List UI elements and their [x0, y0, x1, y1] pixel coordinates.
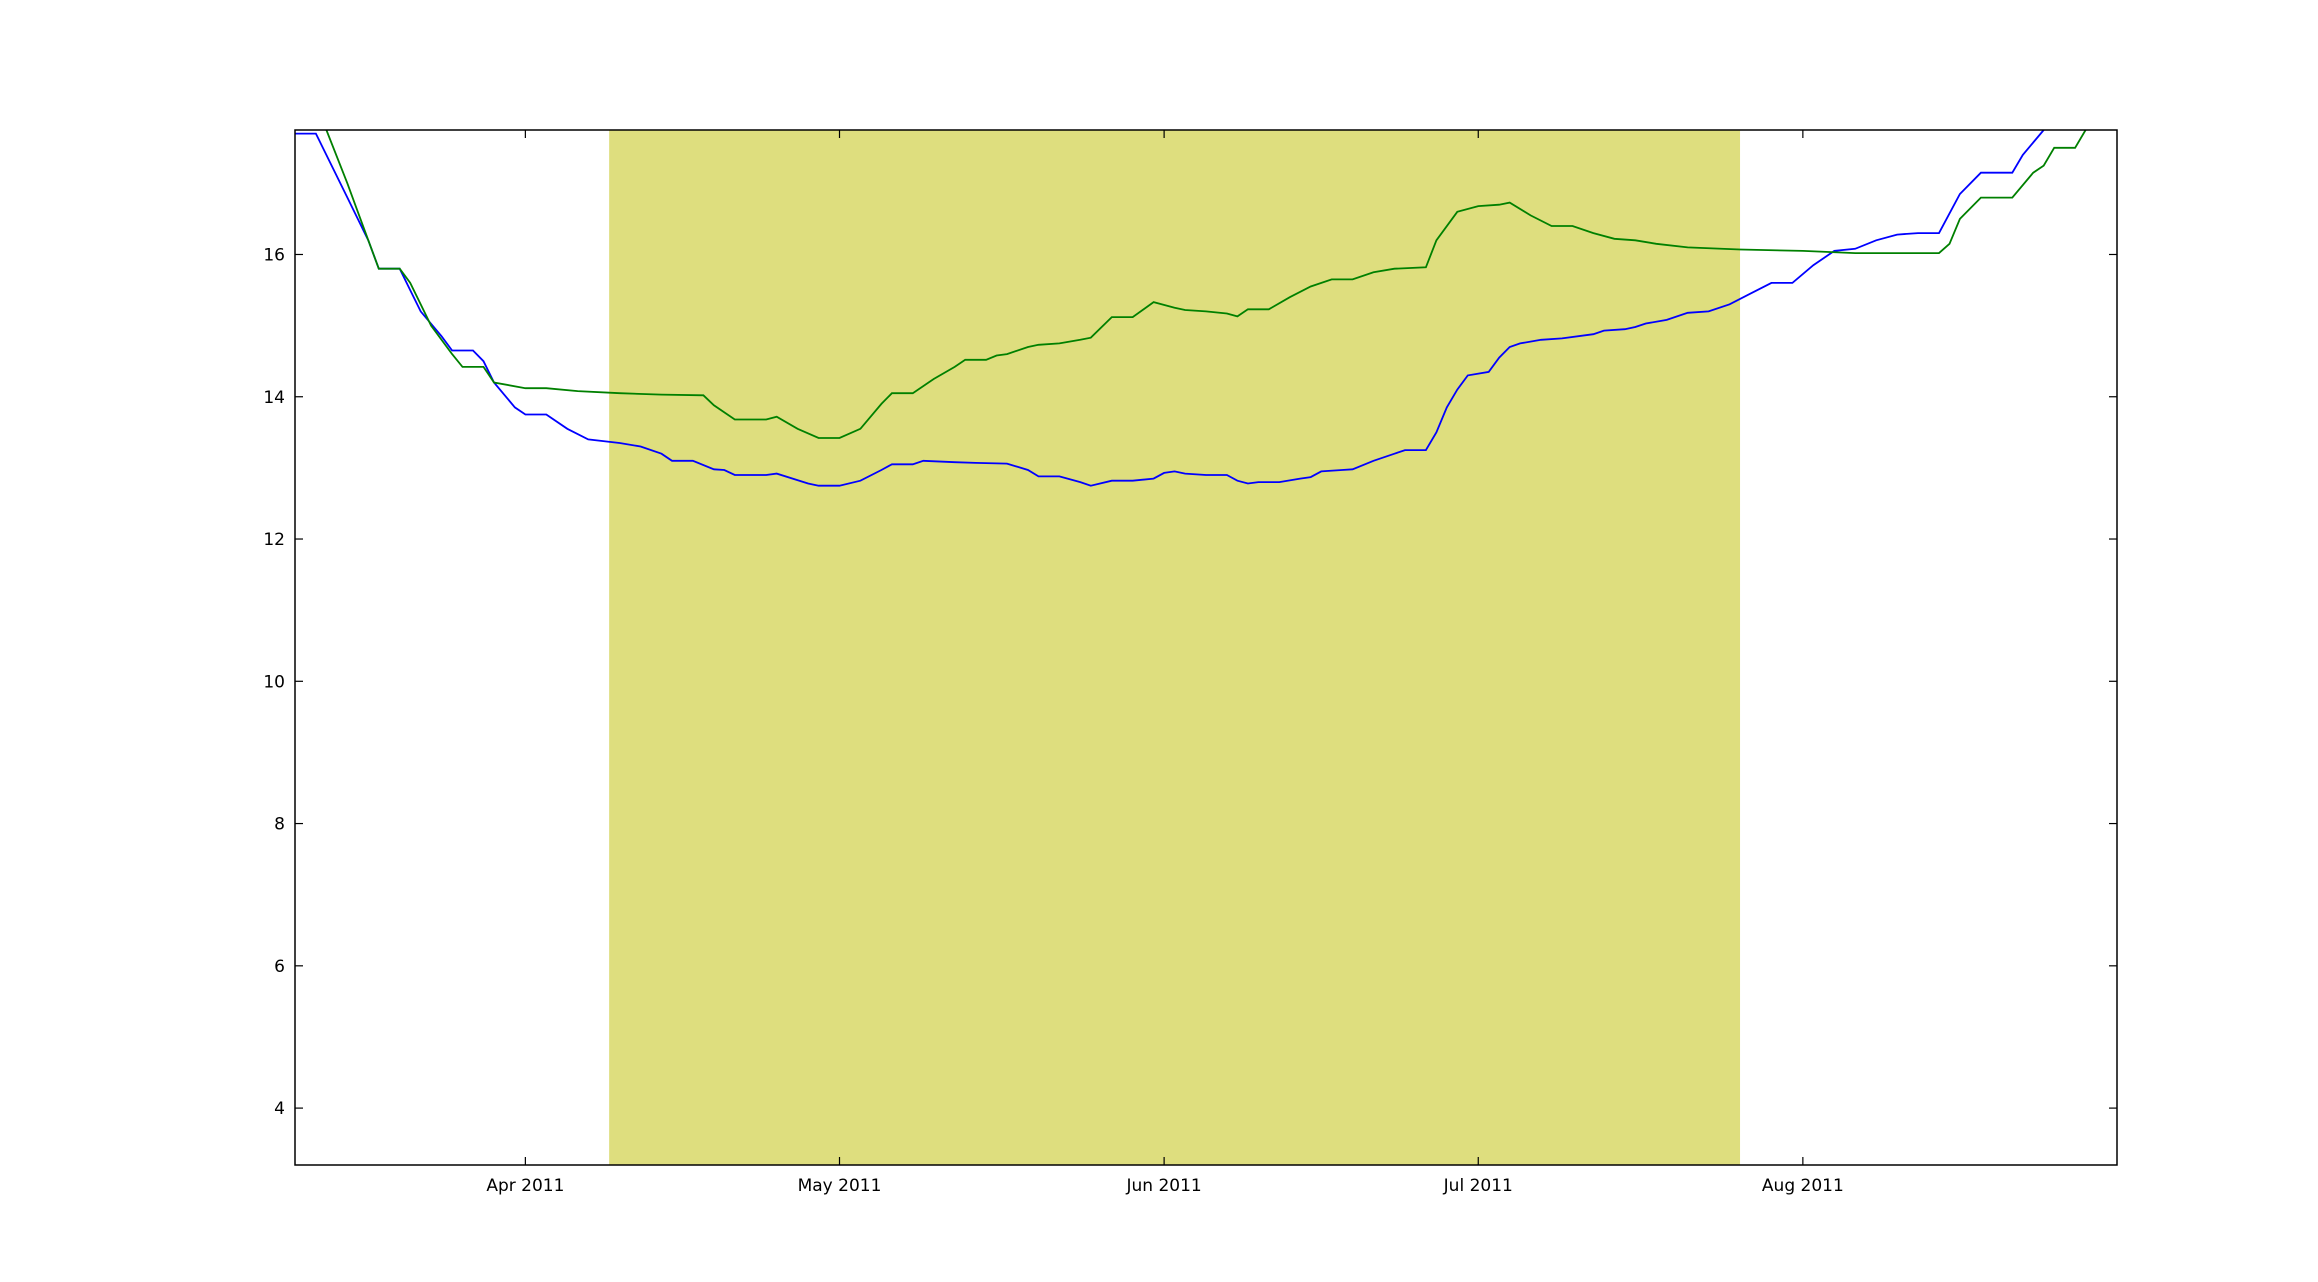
y-tick-label: 14: [263, 388, 285, 408]
axes-layer: Apr 2011 May 2011 Jun 2011 Jul 2011 Aug 2011…: [263, 129, 2118, 1196]
series-line-1: [295, 130, 2045, 487]
x-tick-label: Apr 2011: [486, 1176, 564, 1196]
y-tick-label: 6: [274, 957, 285, 977]
series-line-2: [325, 130, 2087, 439]
y-tick-label: 16: [263, 245, 285, 265]
x-tick-label: Aug 2011: [1762, 1176, 1844, 1196]
y-tick-label: 10: [263, 672, 285, 692]
y-tick-label: 8: [274, 815, 285, 835]
y-tick-label: 4: [274, 1099, 285, 1119]
x-tick-label: May 2011: [798, 1176, 882, 1196]
x-tick-label: Jul 2011: [1443, 1176, 1513, 1196]
shaded-region: [609, 130, 1741, 1165]
plot-frame: [294, 129, 2118, 1166]
series-layer: [295, 130, 2087, 487]
x-tick-label: Jun 2011: [1125, 1176, 1201, 1196]
y-tick-label: 12: [263, 530, 285, 550]
shaded-region-layer: [609, 130, 1741, 1165]
